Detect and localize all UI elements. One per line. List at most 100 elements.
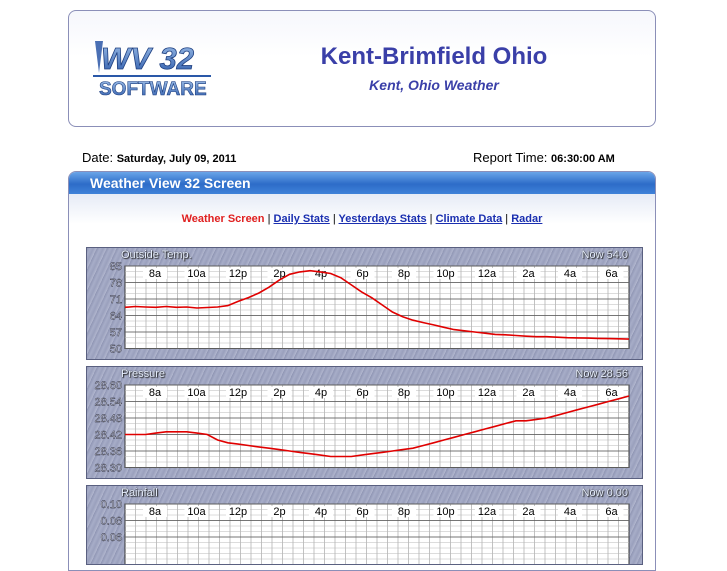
- time-label: 8a: [149, 506, 162, 518]
- time-label: 2a: [522, 268, 535, 280]
- time-label: 6a: [605, 268, 618, 280]
- y-tick-label: 57: [110, 327, 122, 339]
- time-label-bg: [226, 268, 250, 279]
- y-tick-label: 28.30: [94, 463, 122, 475]
- time-label-bg: [184, 268, 209, 279]
- y-tick-label: 85: [110, 261, 122, 273]
- time-label: 2p: [273, 387, 285, 399]
- time-label-bg: [309, 268, 333, 279]
- y-tick-label: 28.60: [94, 380, 122, 392]
- time-label: 4p: [315, 268, 327, 280]
- nav-yesterdays-stats[interactable]: Yesterdays Stats: [338, 213, 427, 225]
- time-label: 10a: [187, 506, 206, 518]
- time-label: 12p: [229, 387, 247, 399]
- time-label: 12a: [478, 268, 497, 280]
- time-label-bg: [392, 506, 416, 517]
- pressure-plot: 28.60 28.54 28.48 28.42 28.36 28.30 8a 10a 12p 2p…: [94, 380, 630, 475]
- time-label: 8p: [398, 268, 410, 280]
- nav-separator: |: [332, 213, 336, 225]
- time-label-bg: [392, 387, 416, 398]
- pressure-graph: 28.60 28.54 28.48 28.42 28.36 28.30 8a 10a 12p 2p…: [86, 366, 643, 479]
- time-label: 4a: [564, 268, 577, 280]
- time-label-bg: [184, 506, 209, 517]
- time-label-bg: [350, 268, 375, 279]
- time-label-bg: [143, 387, 167, 398]
- site-header: WV 32 SOFTWARE Kent-Brimfield Ohio Kent,…: [68, 10, 656, 127]
- nav-climate-data[interactable]: Climate Data: [435, 213, 503, 225]
- site-title: Kent-Brimfield Ohio: [320, 43, 548, 70]
- svg-text:SOFTWARE: SOFTWARE: [99, 79, 207, 100]
- time-label: 8a: [149, 268, 162, 280]
- time-label-bg: [433, 387, 458, 398]
- time-label: 10p: [436, 506, 454, 518]
- time-label-bg: [558, 506, 582, 517]
- rainfall-graph: 0.10 0.08 0.06 8a 10a 12p 2p 4p 6p 8p 10p 12a 2a 4a 6a…: [86, 485, 643, 565]
- time-label-bg: [267, 506, 292, 517]
- y-tick-label: 78: [110, 278, 122, 290]
- time-label: 10p: [436, 268, 454, 280]
- nav-weather-screen[interactable]: Weather Screen: [181, 213, 265, 225]
- time-label: 12p: [229, 506, 247, 518]
- series-line: [124, 269, 630, 340]
- time-label: 12a: [478, 387, 497, 399]
- y-tick-label: 64: [110, 311, 122, 323]
- time-label: 4a: [564, 387, 577, 399]
- svg-text:WV 32: WV 32: [101, 41, 194, 76]
- y-tick-label: 28.54: [94, 397, 122, 409]
- time-label: 8a: [149, 387, 162, 399]
- nav-daily-stats[interactable]: Daily Stats: [273, 213, 330, 225]
- time-label: 12p: [229, 268, 247, 280]
- time-label-bg: [599, 387, 624, 398]
- time-label: 6a: [605, 387, 618, 399]
- time-label: 6a: [605, 506, 618, 518]
- y-tick-label: 0.10: [101, 499, 122, 511]
- time-label: 8p: [398, 387, 410, 399]
- pressure-title: Pressure: [121, 368, 166, 380]
- time-label: 2a: [522, 387, 535, 399]
- time-label-bg: [558, 268, 582, 279]
- time-label: 6p: [356, 387, 368, 399]
- time-label-bg: [433, 506, 458, 517]
- time-label-bg: [143, 268, 167, 279]
- time-label-bg: [475, 506, 499, 517]
- time-label-bg: [184, 387, 209, 398]
- time-label: 2a: [522, 506, 535, 518]
- outside-temp-now: Now 54.0: [581, 249, 628, 261]
- time-label: 2p: [273, 268, 285, 280]
- nav-separator: |: [267, 213, 271, 225]
- time-label: 12a: [478, 506, 497, 518]
- time-label-bg: [558, 387, 582, 398]
- time-label-bg: [475, 268, 499, 279]
- date-value: Saturday, July 09, 2011: [116, 153, 237, 165]
- date-line: Date: Saturday, July 09, 2011: [82, 150, 236, 165]
- time-label-bg: [516, 506, 541, 517]
- y-tick-label: 0.08: [101, 516, 122, 528]
- rainfall-plot: 0.10 0.08 0.06 8a 10a 12p 2p 4p 6p 8p 10p 12a 2a 4a 6a: [100, 499, 630, 564]
- time-label-bg: [350, 387, 375, 398]
- rainfall-title: Rainfall: [121, 487, 158, 499]
- time-label: 10a: [187, 387, 206, 399]
- nav-separator: |: [505, 213, 509, 225]
- outside-temp-graph: 85 78 71 64 57 50 8a 10a 12p 2p 4p 6p 8p 10p 12a 2a 4a 6a…: [86, 247, 643, 360]
- time-label: 2p: [273, 506, 285, 518]
- pressure-now: Now 28.56: [575, 368, 628, 380]
- time-label: 10p: [436, 387, 454, 399]
- report-time-value: 06:30:00 AM: [551, 153, 615, 165]
- time-label-bg: [516, 387, 541, 398]
- time-label: 4p: [315, 387, 327, 399]
- time-label-bg: [267, 387, 292, 398]
- y-tick-label: 28.36: [94, 446, 122, 458]
- time-label: 8p: [398, 506, 410, 518]
- time-label-bg: [226, 506, 250, 517]
- time-label-bg: [599, 268, 624, 279]
- time-label-bg: [599, 506, 624, 517]
- wv32-software-logo: WV 32 SOFTWARE: [93, 41, 211, 100]
- time-label: 10a: [187, 268, 206, 280]
- nav-radar[interactable]: Radar: [511, 213, 543, 225]
- outside-temp-title: Outside Temp.: [121, 249, 192, 261]
- time-label-bg: [226, 387, 250, 398]
- rainfall-now: Now 0.00: [581, 487, 628, 499]
- date-label: Date:: [82, 150, 114, 165]
- report-time-label: Report Time:: [473, 150, 548, 165]
- nav-separator: |: [429, 213, 433, 225]
